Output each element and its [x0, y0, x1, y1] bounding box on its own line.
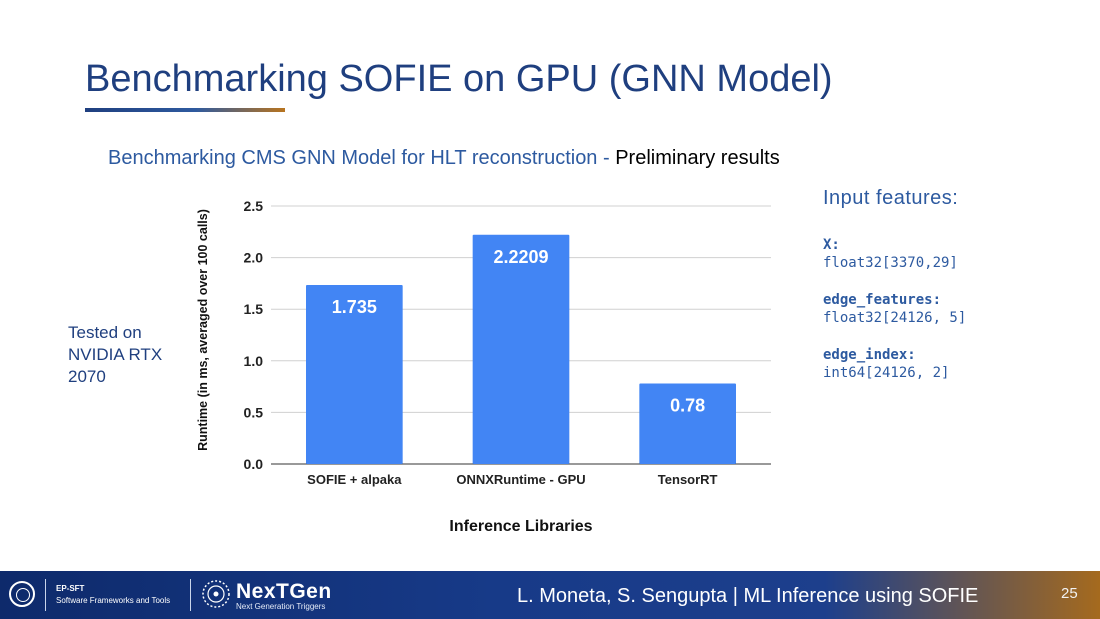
bar [639, 383, 736, 464]
department-short: EP-SFT [56, 584, 85, 593]
feature-item: edge_index: int64[24126, 2] [823, 346, 966, 382]
slide-title: Benchmarking SOFIE on GPU (GNN Model) [85, 58, 833, 100]
footer-authors: L. Moneta, S. Sengupta | ML Inference us… [517, 585, 979, 607]
title-underline [85, 108, 285, 112]
feature-shape: int64[24126, 2] [823, 365, 950, 381]
runtime-bar-chart: 0.0 0.5 1.0 1.5 2.0 2.5 1.735 SOFIE + alpaka 2.2… [196, 198, 771, 535]
footer-divider [45, 579, 46, 611]
x-tick-label: TensorRT [658, 472, 718, 487]
x-tick-label: ONNXRuntime - GPU [456, 472, 585, 487]
bar [472, 234, 570, 464]
project-name: NexTGen [236, 580, 332, 603]
hardware-note-line: NVIDIA RTX [68, 345, 163, 364]
bar-value-label: 1.735 [332, 297, 377, 317]
bar-value-label: 2.2209 [493, 247, 548, 267]
x-tick-label: SOFIE + alpaka [307, 472, 402, 487]
project-tagline: Next Generation Triggers [236, 602, 326, 611]
y-tick-label: 0.0 [244, 456, 264, 472]
feature-shape: float32[3370,29] [823, 255, 958, 271]
hardware-note: Tested on NVIDIA RTX 2070 [68, 322, 188, 388]
y-tick-label: 1.5 [244, 301, 264, 317]
hardware-note-line: 2070 [68, 367, 106, 386]
y-tick-label: 2.0 [244, 250, 264, 266]
y-axis-title: Runtime (in ms, averaged over 100 calls) [196, 209, 210, 451]
nextgen-logo-icon [202, 580, 230, 608]
slide-footer: EP-SFT Software Frameworks and Tools Nex… [0, 571, 1100, 619]
footer-divider [190, 579, 191, 611]
feature-name: edge_index: [823, 347, 916, 363]
bar-value-label: 0.78 [670, 396, 705, 416]
department-label: EP-SFT Software Frameworks and Tools [56, 583, 170, 607]
feature-item: edge_features: float32[24126, 5] [823, 291, 966, 327]
subtitle-text: Benchmarking CMS GNN Model for HLT recon… [108, 147, 616, 169]
y-tick-label: 2.5 [244, 198, 264, 214]
department-long: Software Frameworks and Tools [56, 596, 171, 605]
feature-item: X: float32[3370,29] [823, 236, 966, 272]
input-features-panel: Input features: X: float32[3370,29] edge… [823, 187, 966, 401]
y-tick-label: 0.5 [244, 404, 264, 420]
input-features-heading: Input features: [823, 187, 959, 209]
y-tick-label: 1.0 [244, 353, 264, 369]
feature-name: X: [823, 237, 840, 253]
slide-subtitle: Benchmarking CMS GNN Model for HLT recon… [108, 147, 780, 170]
cern-logo-icon [9, 581, 35, 607]
subtitle-emphasis: Preliminary results [615, 147, 780, 169]
x-axis-title: Inference Libraries [449, 518, 592, 535]
bar [306, 284, 403, 464]
feature-name: edge_features: [823, 292, 942, 308]
page-number: 25 [1061, 585, 1078, 602]
hardware-note-line: Tested on [68, 323, 142, 342]
feature-shape: float32[24126, 5] [823, 310, 967, 326]
